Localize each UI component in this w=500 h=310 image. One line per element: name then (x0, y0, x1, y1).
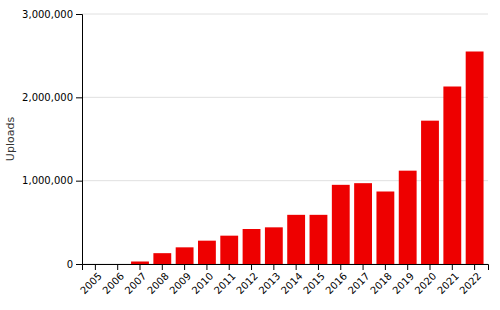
x-tick-label: 2014 (279, 270, 305, 296)
grid-line (82, 14, 488, 15)
x-tick-label: 2020 (413, 270, 439, 296)
bar (466, 52, 484, 265)
x-tick-label: 2015 (301, 270, 327, 296)
x-tick: 2020 (413, 264, 439, 296)
x-tick-label: 2007 (123, 270, 149, 296)
x-tick: 2009 (167, 264, 193, 296)
x-tick-mark (162, 264, 163, 270)
x-tick-mark (206, 264, 207, 270)
x-tick-label: 2005 (78, 270, 104, 296)
x-tick-label: 2018 (368, 270, 394, 296)
grid (82, 14, 488, 264)
x-tick-label: 2009 (167, 270, 193, 296)
x-axis: 2005200620072008200920102011201220132014… (78, 264, 488, 296)
x-tick-mark (430, 264, 431, 270)
y-tick-label: 0 (67, 259, 73, 270)
bar (153, 253, 171, 264)
bar (265, 227, 283, 264)
bar (220, 236, 238, 264)
x-tick-label: 2016 (323, 270, 349, 296)
bar (376, 192, 394, 265)
y-tick: 3,000,000 (22, 9, 82, 20)
y-axis-line (76, 15, 83, 265)
x-tick-mark (296, 264, 297, 270)
x-tick-mark (318, 264, 319, 270)
x-tick-label: 2008 (145, 270, 171, 296)
x-tick-label: 2021 (435, 270, 461, 296)
y-tick-mark (76, 264, 82, 265)
x-tick: 2016 (323, 264, 349, 296)
x-tick: 2018 (368, 264, 394, 296)
x-tick-label: 2017 (346, 270, 372, 296)
bar (354, 183, 372, 264)
chart-svg: 0 1,000,000 2,000,000 3,000,000 200520062007… (0, 0, 500, 310)
x-tick-mark (229, 264, 230, 270)
x-tick-label: 2022 (457, 270, 483, 296)
bar (399, 171, 417, 264)
x-tick-mark (385, 264, 386, 270)
grid-line (82, 97, 488, 98)
x-tick: 2015 (301, 264, 327, 296)
x-tick: 2017 (346, 264, 372, 296)
x-tick-mark (251, 264, 252, 270)
x-tick: 2006 (100, 264, 126, 296)
x-tick-label: 2012 (234, 270, 260, 296)
bar (310, 215, 328, 264)
x-tick-mark (407, 264, 408, 270)
x-tick: 2012 (234, 264, 260, 296)
y-tick: 1,000,000 (22, 175, 82, 186)
bar (421, 121, 439, 264)
x-tick: 2007 (123, 264, 149, 296)
bar (109, 264, 127, 265)
x-tick-label: 2006 (100, 270, 126, 296)
x-tick: 2008 (145, 264, 171, 296)
chart-container: 0 1,000,000 2,000,000 3,000,000 200520062007… (0, 0, 500, 310)
x-tick: 2014 (279, 264, 305, 296)
x-tick-label: 2010 (190, 270, 216, 296)
x-tick: 2010 (190, 264, 216, 296)
x-tick-mark (140, 264, 141, 270)
x-tick: 2013 (257, 264, 283, 296)
x-tick-mark (363, 264, 364, 270)
y-tick: 0 (67, 259, 82, 270)
y-tick-mark (76, 97, 82, 98)
plot: 0 1,000,000 2,000,000 3,000,000 200520062007… (4, 9, 489, 296)
y-tick-mark (76, 181, 82, 182)
y-tick-mark (76, 14, 82, 15)
x-tick: 2005 (78, 264, 104, 296)
bar (86, 264, 104, 265)
y-tick-label: 2,000,000 (22, 92, 73, 103)
x-tick-label: 2013 (257, 270, 283, 296)
bar (243, 229, 261, 264)
x-tick-mark (452, 264, 453, 270)
x-tick-mark (95, 264, 96, 270)
y-tick: 2,000,000 (22, 92, 82, 103)
x-tick: 2019 (390, 264, 416, 296)
x-tick: 2022 (457, 264, 483, 296)
x-tick-mark (474, 264, 475, 270)
x-tick-label: 2011 (212, 270, 238, 296)
x-tick-label: 2019 (390, 270, 416, 296)
x-tick-mark (184, 264, 185, 270)
x-tick-mark (117, 264, 118, 270)
bar (332, 185, 350, 264)
bar (198, 241, 216, 264)
bar (131, 262, 149, 265)
y-tick-label: 3,000,000 (22, 9, 73, 20)
bar (176, 247, 194, 264)
x-tick: 2021 (435, 264, 461, 296)
x-tick-mark (273, 264, 274, 270)
bar (287, 215, 305, 264)
bars (131, 52, 483, 265)
y-tick-label: 1,000,000 (22, 175, 73, 186)
y-axis: 0 1,000,000 2,000,000 3,000,000 (22, 9, 82, 270)
x-tick-mark (340, 264, 341, 270)
x-axis-line (83, 265, 489, 271)
bar (443, 87, 461, 265)
y-axis-title: Uploads (4, 117, 17, 162)
x-tick: 2011 (212, 264, 238, 296)
